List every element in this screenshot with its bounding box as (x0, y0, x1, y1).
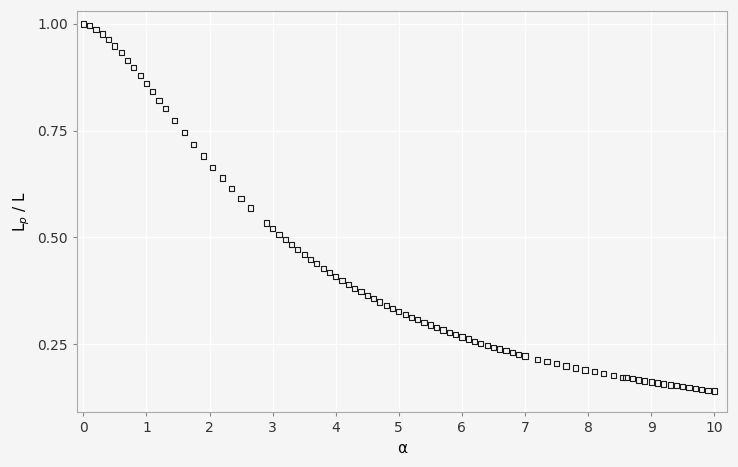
Point (273, 230, 285, 238)
Point (115, 49, 127, 57)
Point (506, 349, 518, 356)
Point (235, 195, 247, 202)
Point (374, 298, 386, 306)
Point (469, 338, 480, 345)
Point (513, 351, 525, 358)
Point (444, 329, 455, 336)
Point (336, 277, 348, 284)
Point (671, 382, 683, 389)
Y-axis label: L$_p$ / L: L$_p$ / L (11, 191, 32, 232)
Point (431, 324, 443, 331)
Point (424, 321, 436, 329)
Point (188, 141, 200, 149)
Point (481, 341, 493, 349)
Point (579, 366, 591, 374)
Point (122, 57, 134, 64)
Point (298, 251, 310, 258)
Point (197, 152, 209, 160)
Point (588, 368, 600, 375)
Point (449, 331, 461, 339)
Point (551, 360, 562, 368)
Point (598, 370, 610, 377)
Point (226, 184, 238, 192)
Point (159, 105, 171, 112)
Point (677, 383, 689, 390)
Point (244, 204, 256, 212)
Point (349, 284, 361, 292)
Point (412, 316, 424, 324)
Point (380, 302, 392, 309)
Point (368, 295, 379, 303)
Point (689, 385, 701, 392)
Point (462, 335, 474, 343)
Point (456, 333, 468, 340)
Point (286, 241, 297, 248)
Point (437, 326, 449, 334)
Point (140, 80, 152, 87)
Point (488, 343, 500, 351)
Point (97, 30, 108, 38)
Point (627, 375, 638, 382)
Point (103, 36, 114, 43)
Point (708, 387, 720, 395)
Point (696, 386, 708, 393)
Point (570, 364, 582, 372)
Point (362, 291, 373, 299)
Point (399, 311, 411, 318)
Point (494, 345, 506, 353)
Point (645, 378, 657, 386)
Point (639, 377, 651, 385)
Point (77, 20, 89, 28)
Point (134, 72, 146, 79)
Point (632, 376, 644, 384)
Point (128, 64, 139, 71)
Point (683, 384, 695, 391)
Point (147, 88, 159, 96)
Point (658, 380, 669, 388)
Point (418, 319, 430, 326)
Point (207, 163, 218, 171)
Point (266, 225, 278, 233)
Point (405, 313, 417, 321)
Point (342, 281, 354, 288)
Point (617, 374, 629, 381)
Point (620, 374, 632, 382)
Point (475, 340, 487, 347)
Point (216, 174, 228, 182)
Point (607, 372, 619, 379)
Point (393, 308, 404, 315)
Point (292, 246, 304, 254)
Point (560, 362, 572, 370)
Point (154, 96, 165, 104)
Point (305, 255, 317, 263)
Point (323, 269, 335, 276)
Point (664, 381, 676, 389)
Point (500, 347, 512, 354)
Point (109, 42, 121, 50)
Point (519, 352, 531, 360)
Point (355, 288, 367, 296)
Point (387, 304, 399, 312)
Point (652, 379, 663, 387)
Point (531, 355, 543, 363)
Point (702, 387, 714, 394)
Point (179, 129, 190, 136)
Point (83, 22, 95, 29)
Point (169, 117, 181, 124)
Point (90, 26, 102, 33)
Point (280, 236, 292, 243)
Point (317, 264, 329, 272)
Point (261, 219, 272, 226)
Point (311, 260, 323, 268)
Point (541, 358, 553, 365)
Point (330, 273, 342, 280)
X-axis label: α: α (397, 441, 407, 456)
